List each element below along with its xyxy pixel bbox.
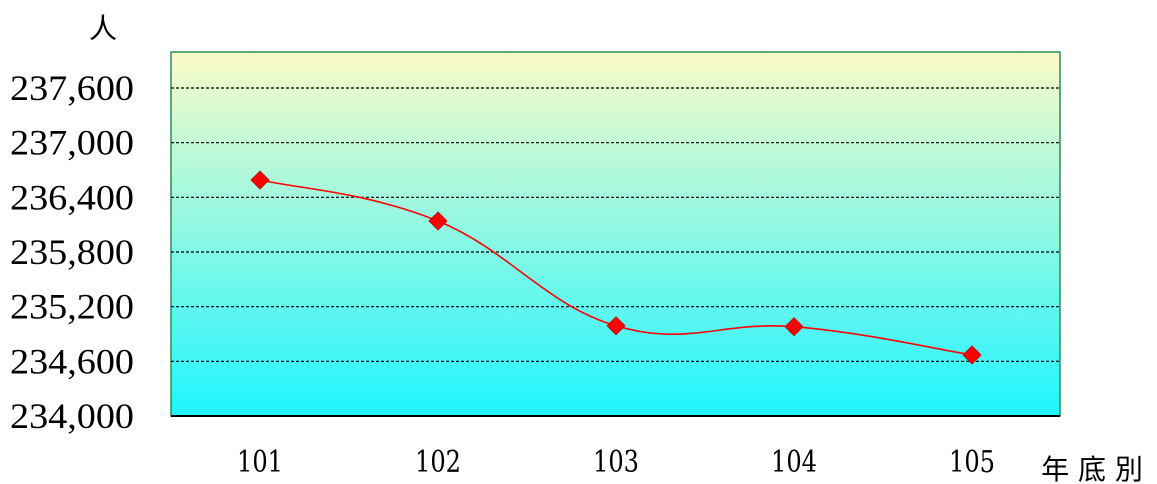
series-markers [250, 170, 982, 365]
data-point-marker [784, 317, 804, 337]
gridlines [171, 87, 1060, 362]
data-point-marker [606, 316, 626, 336]
y-tick-label: 235,200 [10, 287, 134, 327]
x-tick-label: 103 [593, 445, 639, 480]
data-point-marker [250, 170, 270, 190]
y-tick-label: 237,600 [10, 68, 134, 108]
x-tick-label: 101 [237, 445, 283, 480]
data-point-marker [428, 211, 448, 231]
y-tick-label: 234,000 [10, 396, 134, 436]
x-axis-ticks: 101 102 103 104 105 [237, 445, 995, 480]
x-axis-label: 年 底 別 [1041, 453, 1143, 484]
x-tick-label: 105 [949, 445, 995, 480]
x-tick-label: 104 [771, 445, 817, 480]
data-point-marker [962, 345, 982, 365]
y-tick-label: 235,800 [10, 232, 134, 272]
y-tick-label: 236,400 [10, 177, 134, 217]
plot-area [170, 51, 1061, 417]
y-axis-label: 人 [89, 12, 117, 45]
x-tick-label: 102 [415, 445, 461, 480]
y-tick-label: 234,600 [10, 341, 134, 381]
y-tick-label: 237,000 [10, 123, 134, 163]
y-axis-ticks: 234,000 234,600 235,200 235,800 236,400 237,0… [10, 68, 134, 436]
